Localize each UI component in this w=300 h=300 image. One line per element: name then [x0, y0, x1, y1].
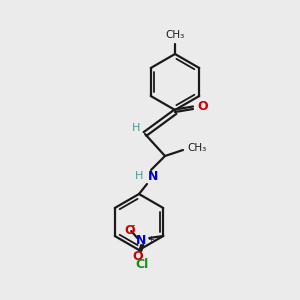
Text: O: O: [197, 100, 208, 113]
Text: +: +: [147, 236, 154, 244]
Text: CH₃: CH₃: [187, 143, 206, 153]
Text: N: N: [136, 233, 146, 247]
Text: -: -: [131, 220, 135, 230]
Text: N: N: [148, 169, 158, 182]
Text: H: H: [132, 123, 140, 133]
Text: O: O: [124, 224, 135, 236]
Text: Cl: Cl: [135, 258, 148, 271]
Text: H: H: [135, 171, 143, 181]
Text: CH₃: CH₃: [165, 30, 184, 40]
Text: O: O: [132, 250, 142, 262]
